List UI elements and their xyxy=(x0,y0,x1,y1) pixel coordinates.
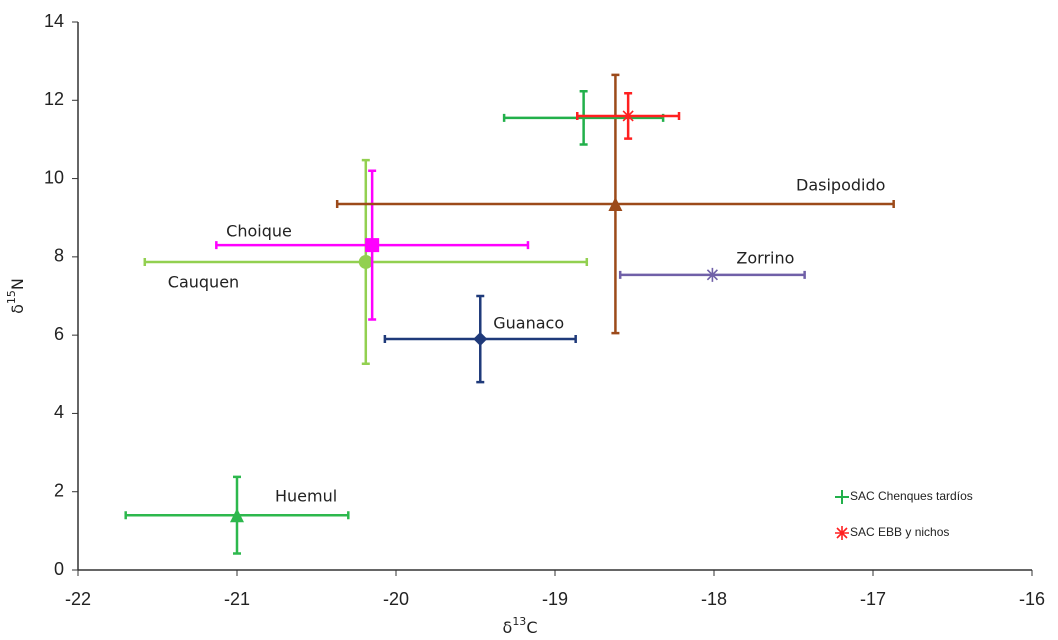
legend-label: SAC EBB y nichos xyxy=(850,525,949,539)
y-tick-label: 10 xyxy=(44,167,64,187)
point xyxy=(576,110,591,125)
point-label: Cauquen xyxy=(168,272,239,291)
x-axis-label: δ13C xyxy=(503,615,538,637)
y-label-element: N xyxy=(8,278,27,290)
point-label: Guanaco xyxy=(493,314,564,333)
y-tick-label: 14 xyxy=(44,11,64,31)
point-label: Zorrino xyxy=(736,248,794,267)
x-tick-label: -20 xyxy=(383,589,409,609)
x-tick-label: -16 xyxy=(1019,589,1045,609)
y-tick-label: 12 xyxy=(44,89,64,109)
point xyxy=(230,508,244,523)
point-label: Choique xyxy=(226,222,292,241)
x-tick-label: -22 xyxy=(65,589,91,609)
y-tick-label: 0 xyxy=(54,559,64,579)
x-label-element: C xyxy=(526,618,537,637)
point-label: Huemul xyxy=(275,487,337,506)
x-tick-label: -19 xyxy=(542,589,568,609)
y-tick-label: 4 xyxy=(54,402,64,422)
y-axis-label: δ15N xyxy=(5,278,27,314)
x-tick-label: -18 xyxy=(701,589,727,609)
point xyxy=(365,238,380,253)
point xyxy=(705,267,720,282)
x-tick-label: -17 xyxy=(860,589,886,609)
x-label-sup: 13 xyxy=(512,615,526,628)
y-tick-label: 8 xyxy=(54,246,64,266)
point xyxy=(473,332,488,347)
y-label-symbol: δ xyxy=(8,304,27,314)
point xyxy=(608,197,623,212)
point xyxy=(358,254,373,269)
point-label: Dasipodido xyxy=(796,176,885,195)
y-tick-label: 2 xyxy=(54,480,64,500)
legend-label: SAC Chenques tardíos xyxy=(850,489,973,503)
legend-marker xyxy=(835,490,849,504)
y-tick-label: 6 xyxy=(54,324,64,344)
point xyxy=(621,108,636,123)
x-label-symbol: δ xyxy=(503,618,513,637)
y-label-sup: 15 xyxy=(5,290,18,304)
legend-marker xyxy=(835,526,849,540)
x-tick-label: -21 xyxy=(224,589,250,609)
